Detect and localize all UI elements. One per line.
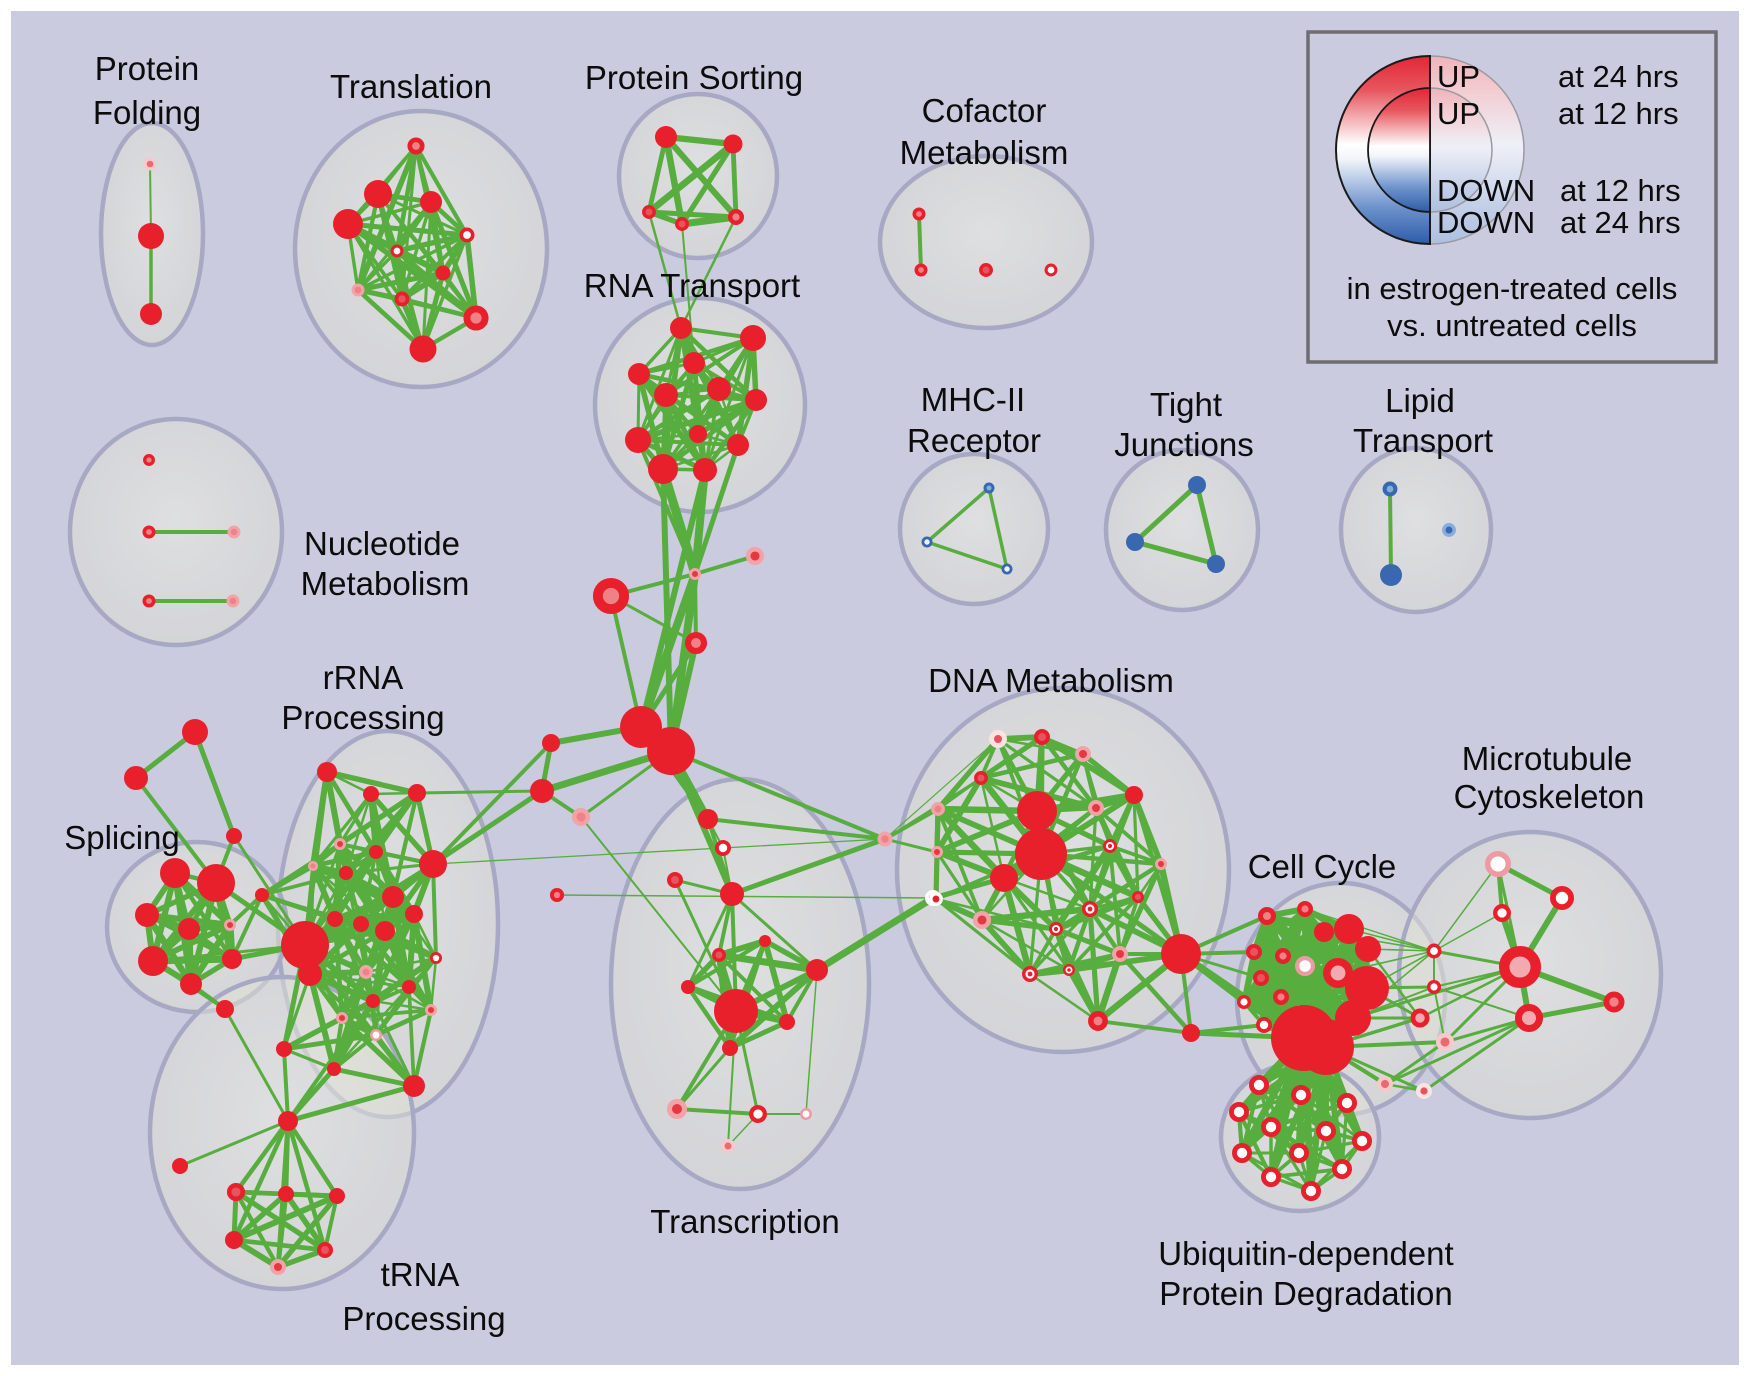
- svg-text:vs. untreated cells: vs. untreated cells: [1387, 308, 1637, 343]
- svg-text:Microtubule: Microtubule: [1462, 740, 1633, 777]
- svg-text:Transcription: Transcription: [650, 1203, 840, 1240]
- svg-text:at 12 hrs: at 12 hrs: [1558, 96, 1679, 131]
- svg-text:at 24 hrs: at 24 hrs: [1560, 205, 1681, 240]
- svg-text:Translation: Translation: [330, 68, 492, 105]
- svg-text:Cofactor: Cofactor: [922, 92, 1047, 129]
- svg-text:Transport: Transport: [1353, 422, 1493, 459]
- svg-text:Protein Degradation: Protein Degradation: [1159, 1275, 1453, 1312]
- svg-text:Nucleotide: Nucleotide: [304, 525, 460, 562]
- svg-text:Protein Sorting: Protein Sorting: [585, 59, 803, 96]
- svg-text:Ubiquitin-dependent: Ubiquitin-dependent: [1158, 1235, 1453, 1272]
- svg-text:Processing: Processing: [281, 699, 444, 736]
- svg-text:UP: UP: [1437, 96, 1480, 131]
- svg-text:Metabolism: Metabolism: [301, 565, 470, 602]
- svg-text:Cell Cycle: Cell Cycle: [1248, 848, 1397, 885]
- svg-text:Splicing: Splicing: [64, 819, 180, 856]
- svg-text:DNA Metabolism: DNA Metabolism: [928, 662, 1174, 699]
- svg-text:at 12 hrs: at 12 hrs: [1560, 173, 1681, 208]
- svg-text:Protein: Protein: [95, 50, 200, 87]
- svg-text:Lipid: Lipid: [1385, 382, 1455, 419]
- svg-text:Tight: Tight: [1150, 386, 1222, 423]
- svg-text:MHC-II: MHC-II: [921, 381, 1025, 418]
- svg-text:rRNA: rRNA: [323, 659, 404, 696]
- svg-text:tRNA: tRNA: [381, 1256, 460, 1293]
- svg-text:Junctions: Junctions: [1114, 426, 1253, 463]
- svg-text:DOWN: DOWN: [1437, 205, 1535, 240]
- svg-text:at 24 hrs: at 24 hrs: [1558, 59, 1679, 94]
- svg-text:in estrogen-treated cells: in estrogen-treated cells: [1347, 271, 1678, 306]
- svg-text:DOWN: DOWN: [1437, 173, 1535, 208]
- svg-text:Metabolism: Metabolism: [900, 134, 1069, 171]
- svg-text:Cytoskeleton: Cytoskeleton: [1454, 778, 1645, 815]
- svg-text:Receptor: Receptor: [907, 422, 1041, 459]
- svg-text:Processing: Processing: [342, 1300, 505, 1337]
- svg-text:UP: UP: [1437, 59, 1480, 94]
- svg-text:Folding: Folding: [93, 94, 201, 131]
- svg-text:RNA Transport: RNA Transport: [584, 267, 800, 304]
